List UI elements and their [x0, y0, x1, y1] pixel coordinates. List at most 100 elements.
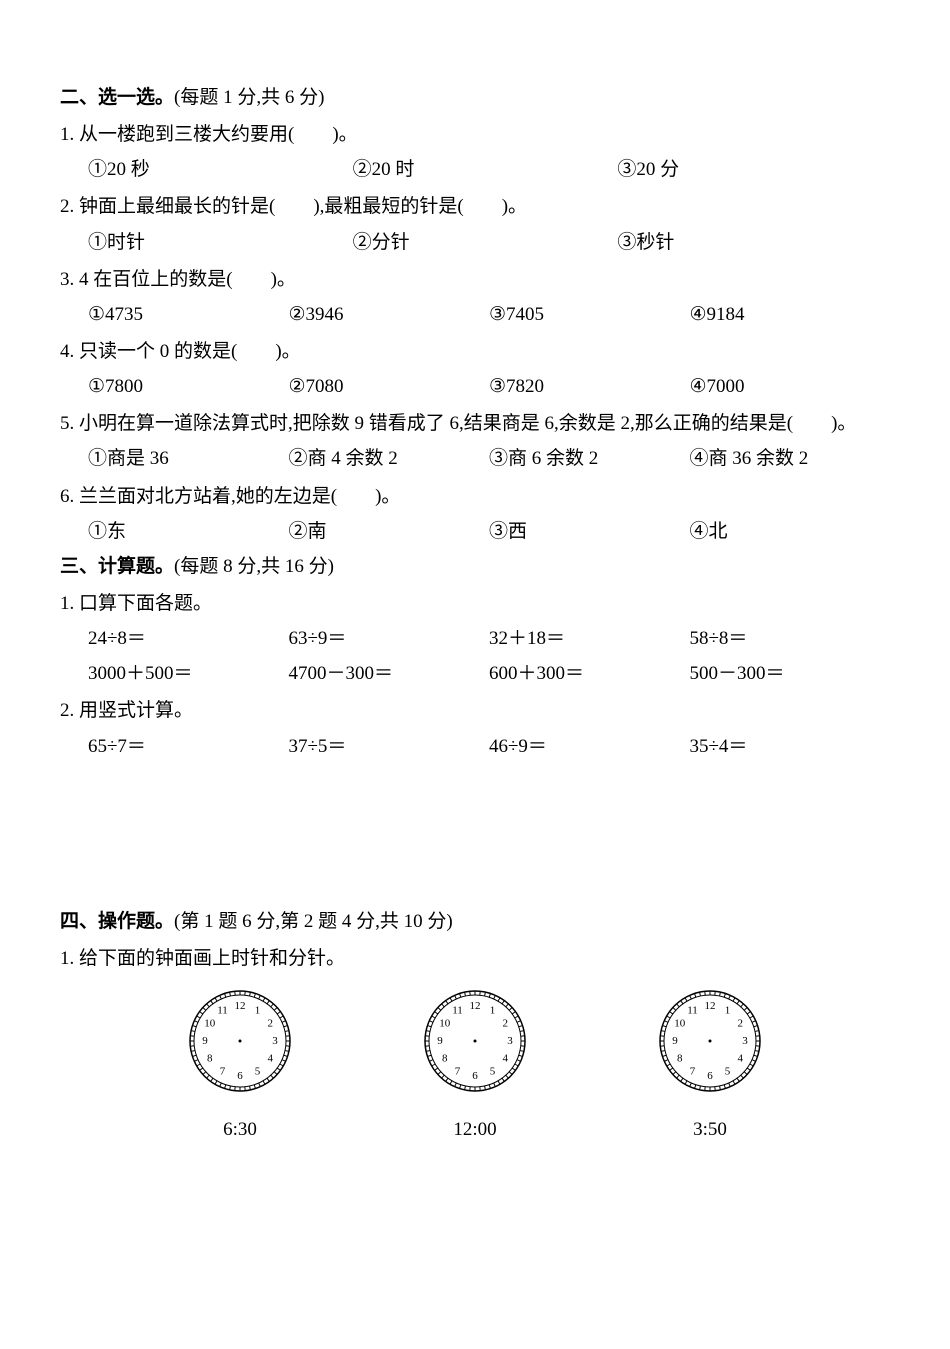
- section-4-title-text: 四、操作题。: [60, 911, 174, 932]
- clock-label: 6:30: [185, 1112, 295, 1147]
- clock-label: 3:50: [655, 1112, 765, 1147]
- clock-row: 121234567891011 6:30 121234567891011 12:…: [60, 986, 890, 1147]
- section-3-title: 三、计算题。(每题 8 分,共 16 分): [60, 549, 890, 584]
- opt: ①时针: [88, 225, 353, 260]
- opt: ①商是 36: [88, 441, 289, 476]
- svg-text:8: 8: [442, 1052, 448, 1064]
- svg-text:3: 3: [272, 1035, 278, 1047]
- q-text: 用竖式计算。: [79, 700, 193, 721]
- calc-row: 65÷7＝ 37÷5＝ 46÷9＝ 35÷4＝: [60, 729, 890, 764]
- svg-text:3: 3: [507, 1035, 513, 1047]
- calc-cell: 63÷9＝: [289, 621, 490, 656]
- calc-cell: 65÷7＝: [88, 729, 289, 764]
- calc-row: 24÷8＝ 63÷9＝ 32＋18＝ 58÷8＝: [60, 621, 890, 656]
- calc-cell: 32＋18＝: [489, 621, 690, 656]
- svg-text:3: 3: [742, 1035, 748, 1047]
- svg-text:11: 11: [217, 1005, 228, 1017]
- opt: ②20 时: [353, 152, 618, 187]
- calc-cell: 600＋300＝: [489, 656, 690, 691]
- svg-text:8: 8: [207, 1052, 213, 1064]
- s2-q5: 5. 小明在算一道除法算式时,把除数 9 错看成了 6,结果商是 6,余数是 2…: [60, 406, 890, 441]
- q-text: 小明在算一道除法算式时,把除数 9 错看成了 6,结果商是 6,余数是 2,那么…: [79, 413, 856, 434]
- s2-q4-opts: ①7800 ②7080 ③7820 ④7000: [60, 369, 890, 404]
- calc-cell: 4700－300＝: [289, 656, 490, 691]
- vertical-work-space: [60, 764, 890, 904]
- q-num: 1.: [60, 593, 74, 614]
- svg-text:2: 2: [268, 1017, 274, 1029]
- svg-text:5: 5: [255, 1065, 261, 1077]
- section-3-subtitle: (每题 8 分,共 16 分): [174, 556, 334, 577]
- s2-q5-opts: ①商是 36 ②商 4 余数 2 ③商 6 余数 2 ④商 36 余数 2: [60, 441, 890, 476]
- s2-q2: 2. 钟面上最细最长的针是( ),最粗最短的针是( )。: [60, 189, 890, 224]
- s2-q1: 1. 从一楼跑到三楼大约要用( )。: [60, 117, 890, 152]
- clock-col: 121234567891011 3:50: [655, 986, 765, 1147]
- svg-text:8: 8: [677, 1052, 683, 1064]
- opt: ④7000: [690, 369, 891, 404]
- opt: ③7820: [489, 369, 690, 404]
- svg-text:7: 7: [220, 1065, 226, 1077]
- s2-q3: 3. 4 在百位上的数是( )。: [60, 262, 890, 297]
- svg-text:4: 4: [503, 1052, 509, 1064]
- calc-cell: 500－300＝: [690, 656, 891, 691]
- q-num: 4.: [60, 341, 74, 362]
- opt: ④北: [690, 514, 891, 549]
- clock-face-icon: 121234567891011: [185, 986, 295, 1096]
- svg-text:1: 1: [490, 1005, 496, 1017]
- q-num: 6.: [60, 486, 74, 507]
- svg-text:11: 11: [687, 1005, 698, 1017]
- calc-row: 3000＋500＝ 4700－300＝ 600＋300＝ 500－300＝: [60, 656, 890, 691]
- clock-col: 121234567891011 12:00: [420, 986, 530, 1147]
- svg-text:12: 12: [470, 1000, 481, 1012]
- svg-text:6: 6: [237, 1070, 243, 1082]
- svg-text:1: 1: [725, 1005, 731, 1017]
- svg-text:9: 9: [202, 1035, 208, 1047]
- svg-text:4: 4: [268, 1052, 274, 1064]
- q-num: 2.: [60, 196, 74, 217]
- section-4-subtitle: (第 1 题 6 分,第 2 题 4 分,共 10 分): [174, 911, 453, 932]
- s2-q1-opts: ①20 秒 ②20 时 ③20 分: [60, 152, 890, 187]
- opt: ③商 6 余数 2: [489, 441, 690, 476]
- q-num: 2.: [60, 700, 74, 721]
- clock-face-icon: 121234567891011: [655, 986, 765, 1096]
- opt: ③20 分: [617, 152, 882, 187]
- worksheet-page: 二、选一选。(每题 1 分,共 6 分) 1. 从一楼跑到三楼大约要用( )。 …: [0, 0, 950, 1187]
- s2-q6-opts: ①东 ②南 ③西 ④北: [60, 514, 890, 549]
- q-num: 1.: [60, 124, 74, 145]
- q-num: 3.: [60, 269, 74, 290]
- s2-q4: 4. 只读一个 0 的数是( )。: [60, 334, 890, 369]
- svg-text:10: 10: [439, 1017, 451, 1029]
- svg-text:4: 4: [738, 1052, 744, 1064]
- svg-text:10: 10: [204, 1017, 216, 1029]
- q-text: 4 在百位上的数是( )。: [79, 269, 296, 290]
- svg-text:9: 9: [437, 1035, 443, 1047]
- s2-q2-opts: ①时针 ②分针 ③秒针: [60, 225, 890, 260]
- svg-text:2: 2: [503, 1017, 509, 1029]
- calc-cell: 37÷5＝: [289, 729, 490, 764]
- section-4-title: 四、操作题。(第 1 题 6 分,第 2 题 4 分,共 10 分): [60, 904, 890, 939]
- svg-text:5: 5: [725, 1065, 731, 1077]
- s4-q1: 1. 给下面的钟面画上时针和分针。: [60, 941, 890, 976]
- svg-text:7: 7: [455, 1065, 461, 1077]
- opt: ③西: [489, 514, 690, 549]
- calc-cell: 58÷8＝: [690, 621, 891, 656]
- svg-text:7: 7: [690, 1065, 696, 1077]
- svg-text:9: 9: [672, 1035, 678, 1047]
- svg-text:5: 5: [490, 1065, 496, 1077]
- svg-text:1: 1: [255, 1005, 261, 1017]
- calc-cell: 24÷8＝: [88, 621, 289, 656]
- clock-col: 121234567891011 6:30: [185, 986, 295, 1147]
- s3-q1: 1. 口算下面各题。: [60, 586, 890, 621]
- opt: ④9184: [690, 297, 891, 332]
- q-text: 兰兰面对北方站着,她的左边是( )。: [79, 486, 400, 507]
- opt: ②商 4 余数 2: [289, 441, 490, 476]
- opt: ①东: [88, 514, 289, 549]
- svg-text:2: 2: [738, 1017, 744, 1029]
- calc-cell: 46÷9＝: [489, 729, 690, 764]
- q-text: 给下面的钟面画上时针和分针。: [79, 948, 345, 969]
- opt: ③7405: [489, 297, 690, 332]
- svg-text:10: 10: [674, 1017, 686, 1029]
- q-text: 从一楼跑到三楼大约要用( )。: [79, 124, 358, 145]
- q-text: 口算下面各题。: [79, 593, 212, 614]
- section-2-subtitle: (每题 1 分,共 6 分): [174, 87, 324, 108]
- opt: ①20 秒: [88, 152, 353, 187]
